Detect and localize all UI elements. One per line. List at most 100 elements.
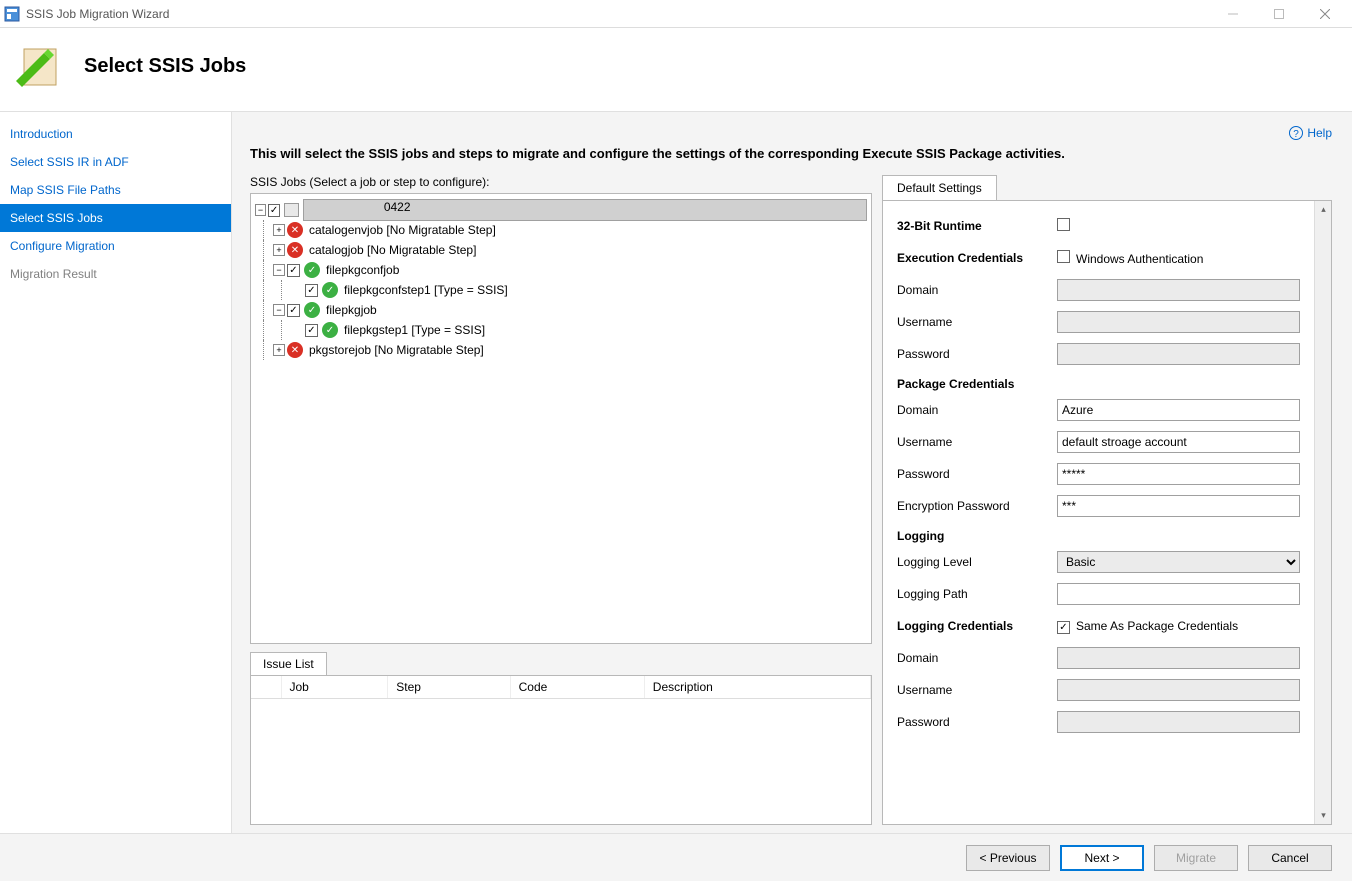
tree-item[interactable]: +✕catalogjob [No Migratable Step] (255, 240, 867, 260)
status-ok-icon: ✓ (322, 322, 338, 338)
wizard-logo-icon (14, 41, 66, 93)
help-label: Help (1307, 126, 1332, 140)
logging-level-label: Logging Level (897, 555, 1057, 569)
tree-item[interactable]: +✕ catalogenvjob [No Migratable Step] (255, 220, 867, 240)
sidebar-item-result[interactable]: Migration Result (0, 260, 231, 288)
sidebar-item-select-ir[interactable]: Select SSIS IR in ADF (0, 148, 231, 176)
exec-username-input (1057, 311, 1300, 333)
enc-password-input[interactable] (1057, 495, 1300, 517)
tree-item-label: catalogjob [No Migratable Step] (307, 243, 478, 257)
sidebar-item-introduction[interactable]: Introduction (0, 120, 231, 148)
tree-toggle[interactable]: − (273, 304, 285, 316)
svg-text:?: ? (1294, 129, 1300, 140)
scroll-down-icon[interactable]: ▾ (1315, 807, 1332, 824)
tree-toggle[interactable]: + (273, 344, 285, 356)
tree-item[interactable]: ✓ filepkgconfstep1 [Type = SSIS] (255, 280, 867, 300)
tree-toggle[interactable]: + (273, 244, 285, 256)
default-settings-tab[interactable]: Default Settings (882, 175, 997, 200)
sidebar-item-map-paths[interactable]: Map SSIS File Paths (0, 176, 231, 204)
instruction-text: This will select the SSIS jobs and steps… (250, 146, 1332, 161)
exec-username-label: Username (897, 315, 1057, 329)
jobs-label: SSIS Jobs (Select a job or step to confi… (250, 175, 872, 189)
status-error-icon: ✕ (287, 342, 303, 358)
exec-password-label: Password (897, 347, 1057, 361)
exec-creds-label: Execution Credentials (897, 251, 1057, 265)
tree-checkbox[interactable] (305, 324, 318, 337)
wizard-footer: < Previous Next > Migrate Cancel (0, 833, 1352, 881)
issue-col-desc[interactable]: Description (644, 676, 870, 699)
previous-button[interactable]: < Previous (966, 845, 1050, 871)
winauth-checkbox[interactable] (1057, 250, 1070, 263)
tree-checkbox[interactable] (305, 284, 318, 297)
window-title: SSIS Job Migration Wizard (26, 7, 169, 21)
exec-password-input (1057, 343, 1300, 365)
cancel-button[interactable]: Cancel (1248, 845, 1332, 871)
issue-col-step[interactable]: Step (388, 676, 510, 699)
help-icon: ? (1289, 126, 1303, 140)
issue-list-tab[interactable]: Issue List (250, 652, 327, 675)
tree-item[interactable]: ✓ filepkgstep1 [Type = SSIS] (255, 320, 867, 340)
status-ok-icon: ✓ (304, 302, 320, 318)
tree-toggle[interactable]: + (273, 224, 285, 236)
tree-item-label: filepkgconfjob (324, 263, 401, 277)
log-username-label: Username (897, 683, 1057, 697)
tree-item[interactable]: − ✓ filepkgconfjob (255, 260, 867, 280)
pkg-creds-heading: Package Credentials (897, 377, 1300, 391)
tree-item-label: filepkgconfstep1 [Type = SSIS] (342, 283, 510, 297)
sameas-label: Same As Package Credentials (1076, 619, 1238, 633)
wizard-sidebar: Introduction Select SSIS IR in ADF Map S… (0, 112, 232, 833)
log-domain-input (1057, 647, 1300, 669)
wizard-header: Select SSIS Jobs (0, 28, 1352, 112)
status-ok-icon: ✓ (322, 282, 338, 298)
pkg-username-label: Username (897, 435, 1057, 449)
pkg-domain-input[interactable] (1057, 399, 1300, 421)
tree-item[interactable]: +✕ pkgstorejob [No Migratable Step] (255, 340, 867, 360)
server-icon (284, 203, 299, 217)
close-button[interactable] (1302, 0, 1348, 28)
issue-col-code[interactable]: Code (510, 676, 644, 699)
logging-level-select[interactable]: Basic (1057, 551, 1300, 573)
status-ok-icon: ✓ (304, 262, 320, 278)
status-error-icon: ✕ (287, 222, 303, 238)
logging-heading: Logging (897, 529, 1300, 543)
runtime-checkbox[interactable] (1057, 218, 1070, 231)
issue-col-job[interactable]: Job (281, 676, 388, 699)
tree-item-label: pkgstorejob [No Migratable Step] (307, 343, 486, 357)
scroll-up-icon[interactable]: ▴ (1315, 201, 1332, 218)
next-button[interactable]: Next > (1060, 845, 1144, 871)
tree-checkbox[interactable] (268, 204, 280, 217)
pkg-username-input[interactable] (1057, 431, 1300, 453)
maximize-button[interactable] (1256, 0, 1302, 28)
pkg-domain-label: Domain (897, 403, 1057, 417)
winauth-label: Windows Authentication (1076, 252, 1203, 266)
titlebar: SSIS Job Migration Wizard (0, 0, 1352, 28)
tree-checkbox[interactable] (287, 264, 300, 277)
exec-domain-label: Domain (897, 283, 1057, 297)
log-password-input (1057, 711, 1300, 733)
migrate-button: Migrate (1154, 845, 1238, 871)
logging-path-input[interactable] (1057, 583, 1300, 605)
jobs-tree[interactable]: − 0422 +✕catalogenvjob [No Migratable St… (250, 193, 872, 644)
tree-toggle[interactable]: − (255, 204, 266, 216)
settings-scrollbar[interactable]: ▴ ▾ (1314, 201, 1331, 824)
logging-path-label: Logging Path (897, 587, 1057, 601)
page-title: Select SSIS Jobs (84, 55, 246, 78)
settings-panel: 32-Bit Runtime Execution Credentials Win… (883, 201, 1314, 824)
issue-list-table: Job Step Code Description (250, 675, 872, 825)
log-username-input (1057, 679, 1300, 701)
minimize-button[interactable] (1210, 0, 1256, 28)
sameas-checkbox[interactable] (1057, 621, 1070, 634)
pkg-password-input[interactable] (1057, 463, 1300, 485)
tree-toggle[interactable]: − (273, 264, 285, 276)
enc-password-label: Encryption Password (897, 499, 1057, 513)
tree-item[interactable]: −✓filepkgjob (255, 300, 867, 320)
tree-checkbox[interactable] (287, 304, 300, 317)
sidebar-item-select-jobs[interactable]: Select SSIS Jobs (0, 204, 231, 232)
tree-root[interactable]: − 0422 (255, 200, 867, 220)
sidebar-item-configure[interactable]: Configure Migration (0, 232, 231, 260)
log-domain-label: Domain (897, 651, 1057, 665)
help-link[interactable]: ? Help (1289, 126, 1332, 140)
tree-item-label: catalogenvjob [No Migratable Step] (307, 223, 498, 237)
exec-domain-input (1057, 279, 1300, 301)
tree-item-label: filepkgstep1 [Type = SSIS] (342, 323, 487, 337)
